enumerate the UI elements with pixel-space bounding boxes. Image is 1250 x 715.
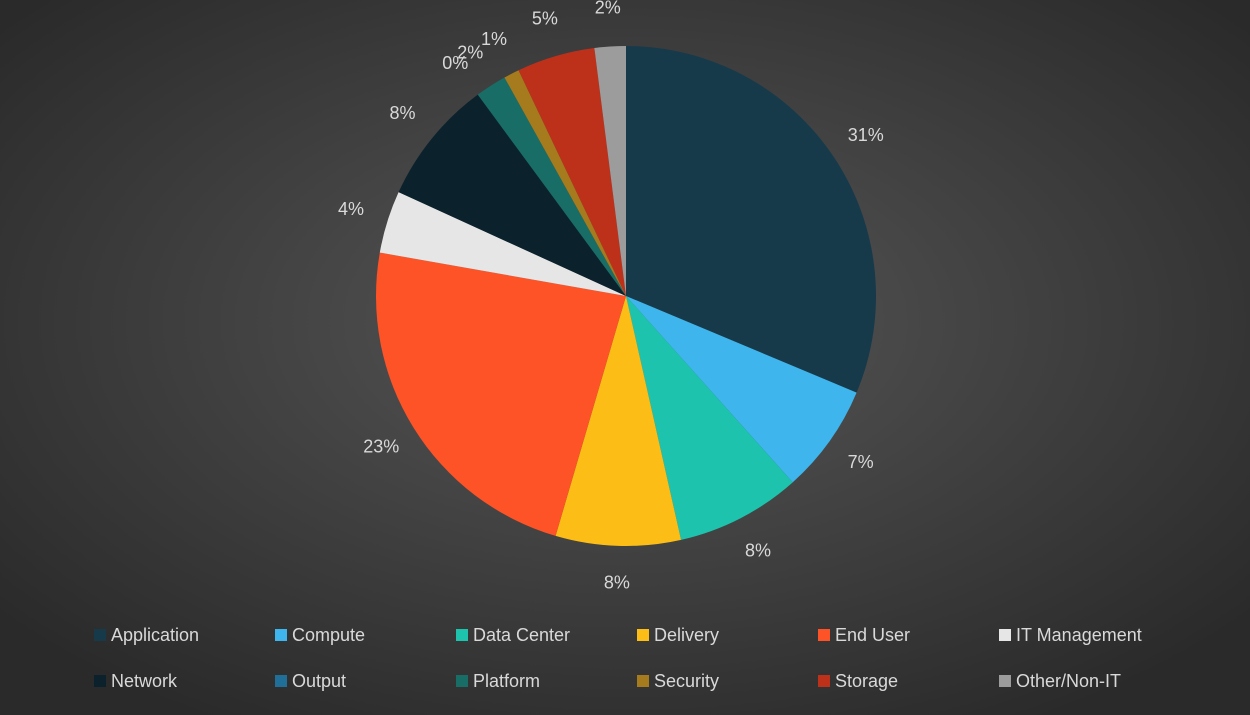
pie-slice xyxy=(626,296,857,483)
pie-slice xyxy=(626,46,877,393)
pie-slice xyxy=(376,252,626,536)
data-label: 2% xyxy=(595,0,621,17)
pie-slice xyxy=(594,46,626,296)
legend-swatch xyxy=(94,675,106,687)
legend-swatch xyxy=(637,629,649,641)
pie-slice xyxy=(626,296,793,540)
legend-swatch xyxy=(999,675,1011,687)
data-label: 1% xyxy=(481,29,507,49)
pie-slice xyxy=(477,94,626,296)
data-label: 31% xyxy=(848,125,884,145)
data-label: 8% xyxy=(604,573,630,593)
legend-swatch xyxy=(999,629,1011,641)
legend-label: Compute xyxy=(292,625,365,645)
pie-slice xyxy=(477,77,626,296)
legend-label: Storage xyxy=(835,671,898,691)
legend-swatch xyxy=(275,675,287,687)
legend-label: Network xyxy=(111,671,178,691)
data-label: 0% xyxy=(442,53,468,73)
legend-swatch xyxy=(275,629,287,641)
data-label: 8% xyxy=(389,103,415,123)
legend-label: Output xyxy=(292,671,346,691)
legend-swatch xyxy=(637,675,649,687)
legend-label: Platform xyxy=(473,671,540,691)
legend-swatch xyxy=(818,675,830,687)
legend-label: End User xyxy=(835,625,910,645)
data-label: 8% xyxy=(745,541,771,561)
legend-label: Delivery xyxy=(654,625,719,645)
legend-label: Application xyxy=(111,625,199,645)
data-label: 23% xyxy=(363,437,399,457)
pie-slice xyxy=(379,192,626,296)
data-label: 2% xyxy=(457,42,483,62)
legend-label: IT Management xyxy=(1016,625,1142,645)
legend-swatch xyxy=(456,675,468,687)
data-label: 7% xyxy=(848,452,874,472)
data-label: 5% xyxy=(532,8,558,28)
legend-label: Security xyxy=(654,671,719,691)
pie-slice xyxy=(518,48,626,297)
legend-swatch xyxy=(94,629,106,641)
legend-label: Data Center xyxy=(473,625,570,645)
legend-swatch xyxy=(818,629,830,641)
pie-slice xyxy=(504,70,626,296)
legend-label: Other/Non-IT xyxy=(1016,671,1121,691)
legend-swatch xyxy=(456,629,468,641)
pie-slice xyxy=(555,296,682,546)
pie-slice xyxy=(398,94,626,296)
data-label: 4% xyxy=(338,199,364,219)
